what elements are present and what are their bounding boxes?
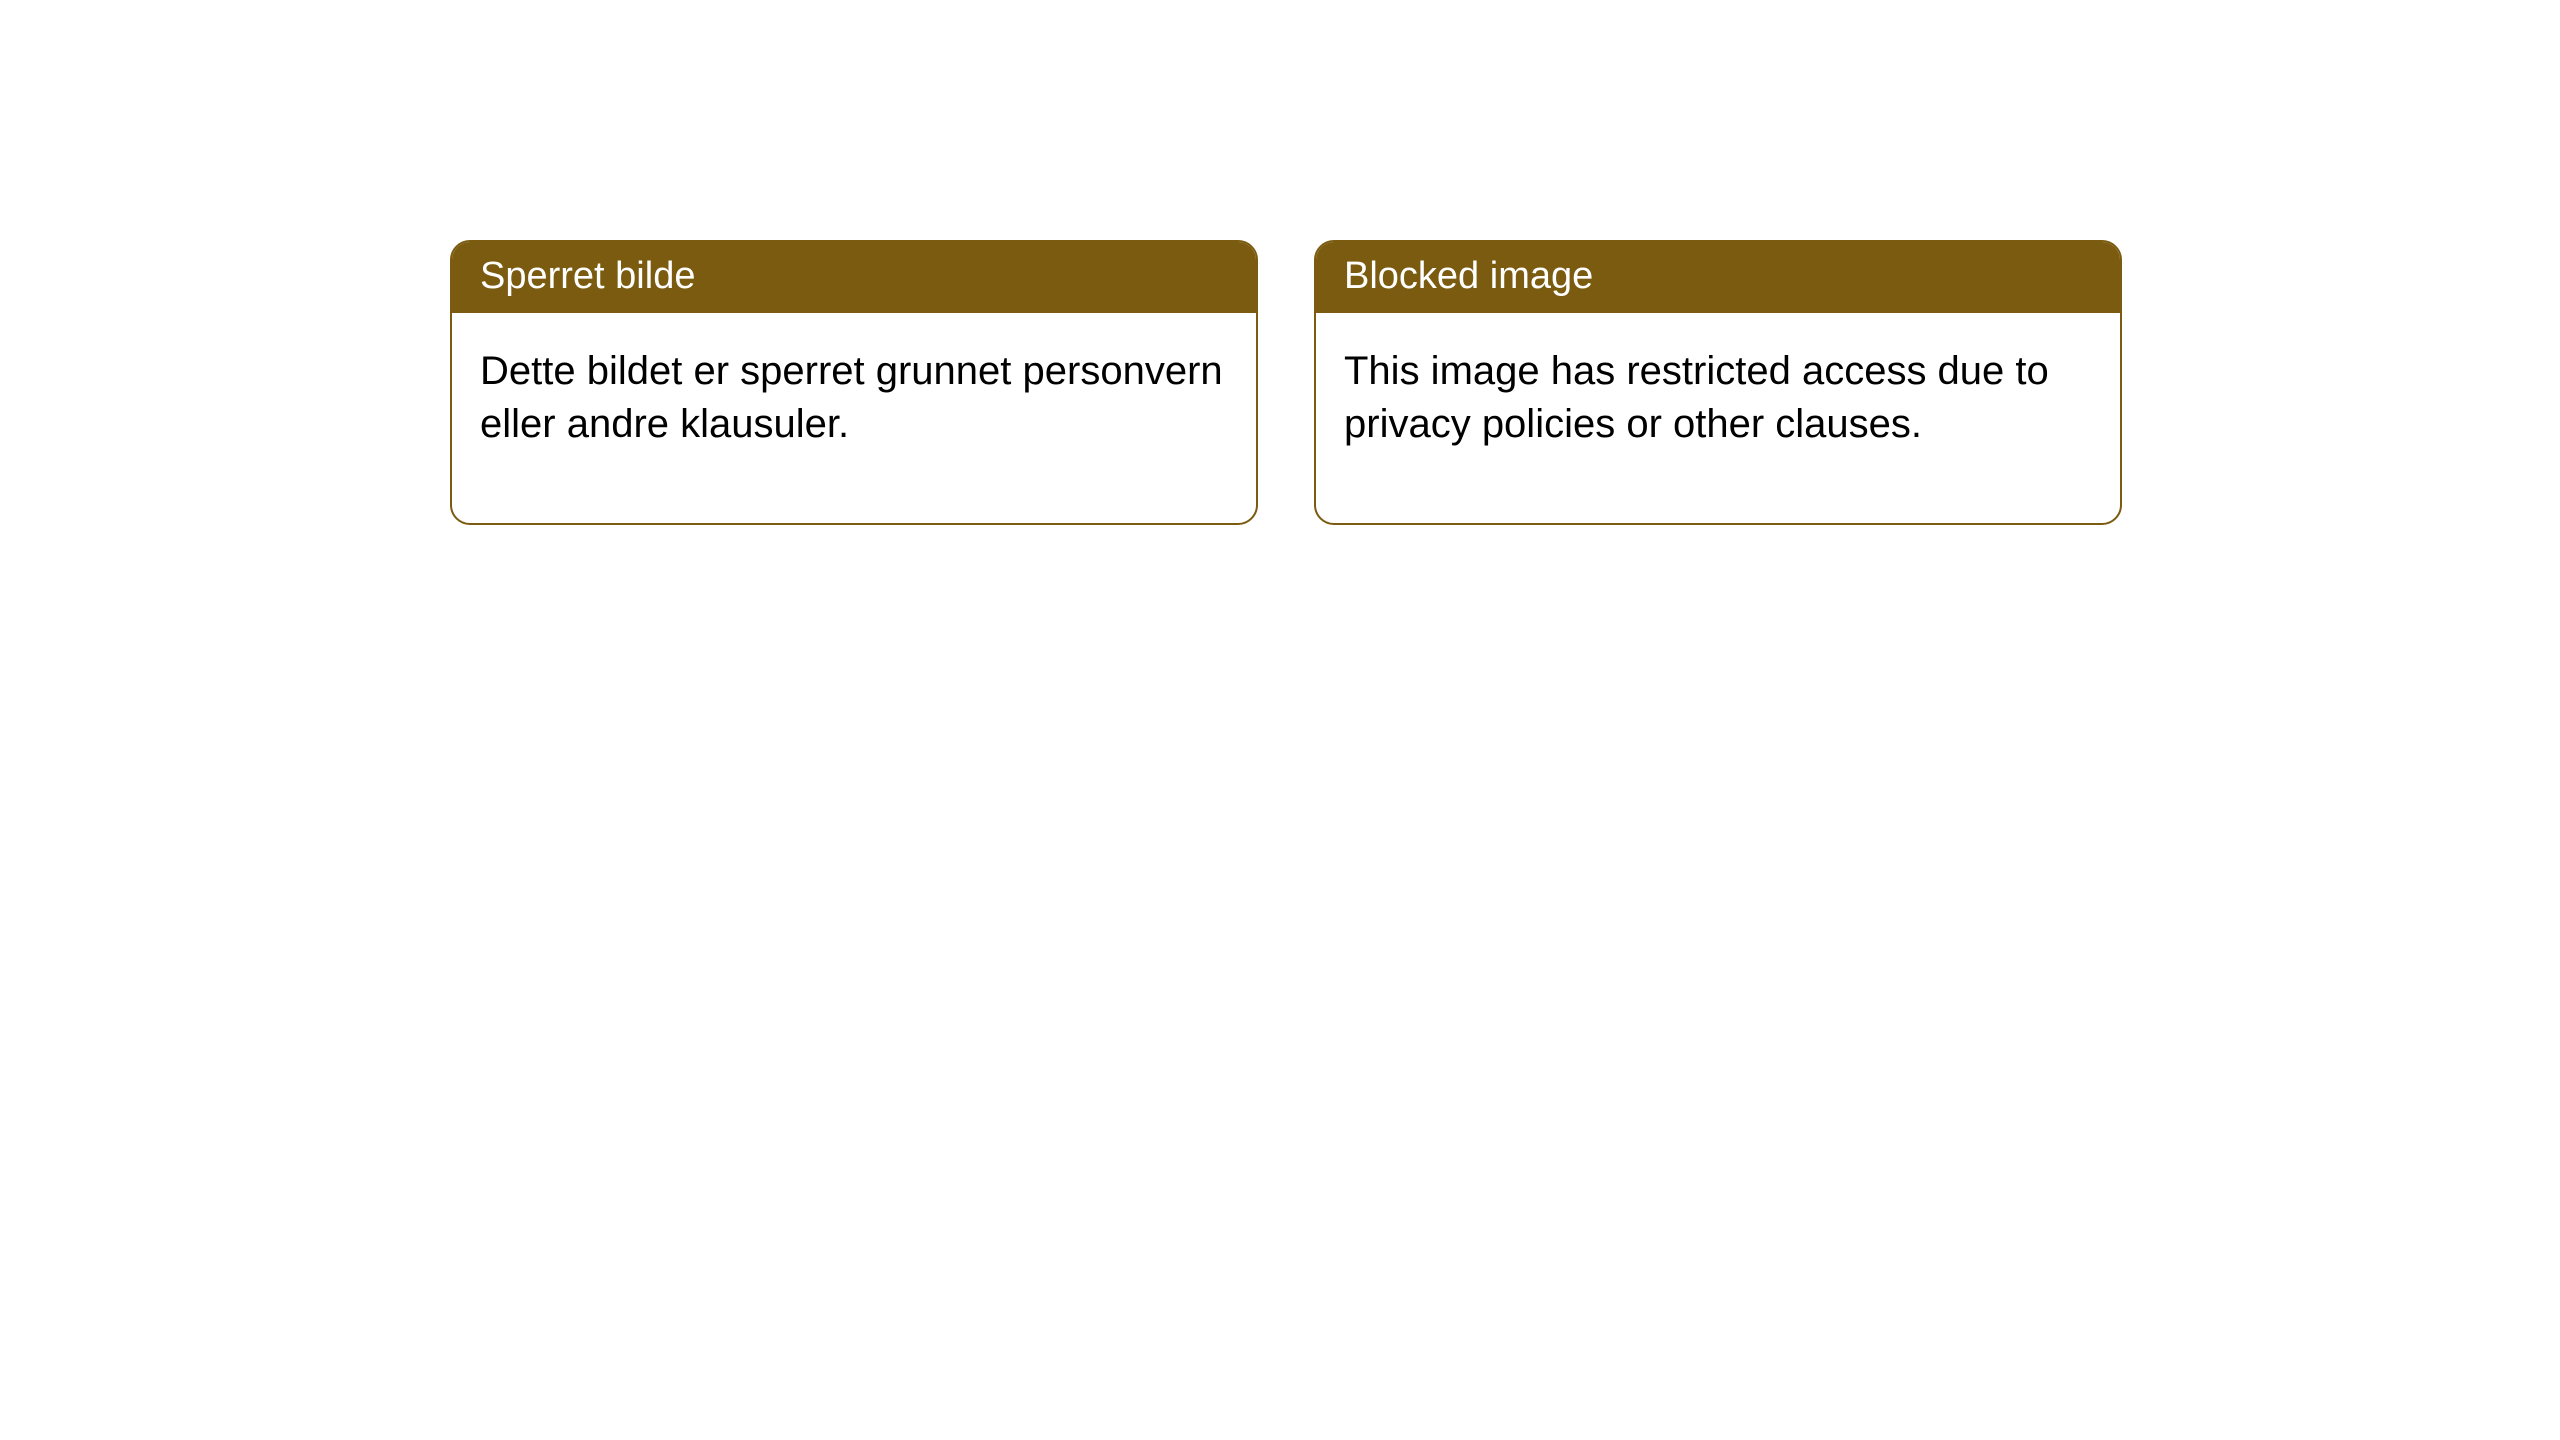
notice-card-no: Sperret bilde Dette bildet er sperret gr… (450, 240, 1258, 525)
notice-header-no: Sperret bilde (452, 242, 1256, 313)
notice-body-no: Dette bildet er sperret grunnet personve… (452, 313, 1256, 523)
notice-card-en: Blocked image This image has restricted … (1314, 240, 2122, 525)
notice-header-en: Blocked image (1316, 242, 2120, 313)
notice-body-en: This image has restricted access due to … (1316, 313, 2120, 523)
notice-container: Sperret bilde Dette bildet er sperret gr… (450, 240, 2122, 525)
